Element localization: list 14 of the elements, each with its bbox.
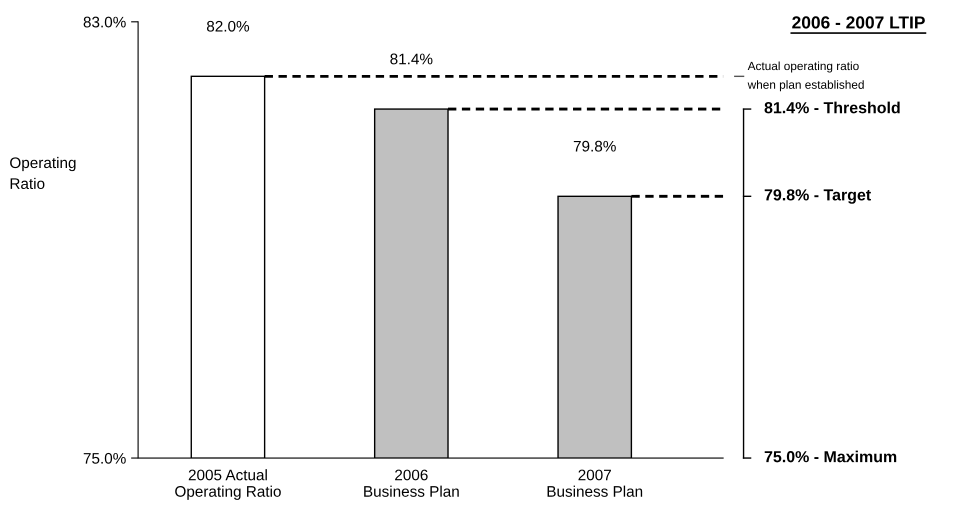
data-label: 81.4% [390,54,432,64]
ref-line-label: 75.0% - Maximum [764,450,896,462]
y-axis-title: Operating Ratio [10,156,76,190]
ref-line-label: Actual operating ratio when plan established [748,61,864,92]
ref-line-label: 79.8% - Target [764,189,871,204]
data-label: 82.0% [206,20,250,32]
x-tick-label: 2006 Business Plan [364,470,459,497]
data-label: 79.8% [574,140,616,152]
text: 2006 - 2007 LTIP [792,16,925,29]
x-tick-label: 2007 Business Plan [548,470,642,497]
y-tick-label: 75.0% [84,452,126,464]
ref-line-label: 81.4% - Threshold [764,102,900,114]
y-tick-label: 83.0% [84,16,126,28]
x-tick-label: 2005 Actual Operating Ratio [175,469,281,500]
